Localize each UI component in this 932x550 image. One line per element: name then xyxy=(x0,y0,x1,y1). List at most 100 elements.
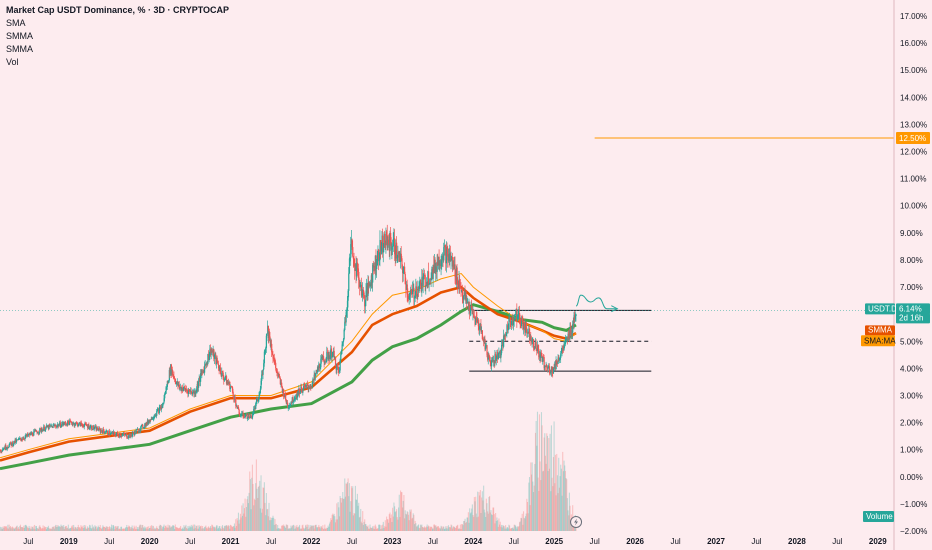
indicator-smma-1[interactable]: SMMA xyxy=(6,31,33,41)
candle-body xyxy=(469,305,471,313)
candle-body xyxy=(342,342,344,345)
candle-body xyxy=(415,286,417,297)
candle-body xyxy=(422,276,424,286)
volume-bar xyxy=(161,528,163,531)
candle-body xyxy=(419,280,422,285)
volume-bar xyxy=(39,525,41,531)
volume-bar xyxy=(487,511,489,531)
volume-bar xyxy=(459,528,461,531)
candle-body xyxy=(290,402,292,405)
volume-bar xyxy=(491,514,493,531)
volume-bar xyxy=(79,527,81,531)
volume-bar xyxy=(309,528,311,531)
volume-bar xyxy=(92,527,94,531)
candle-body xyxy=(364,300,367,307)
volume-bar xyxy=(27,528,30,531)
volume-bar xyxy=(303,527,305,531)
volume-bar xyxy=(316,527,318,531)
volume-bar xyxy=(33,528,35,531)
candle-body xyxy=(411,291,413,295)
candle-body xyxy=(176,382,178,385)
time-axis[interactable]: Jul 2019 Jul 2020 Jul 2021 Jul 2022 Jul 2023 Jul 20… xyxy=(23,537,887,546)
candle-body xyxy=(80,422,82,427)
volume-bar xyxy=(53,526,55,531)
candle-body xyxy=(118,435,120,437)
volume-bar xyxy=(438,528,440,531)
volume-bar xyxy=(336,503,338,531)
candle-body xyxy=(148,421,150,424)
volume-bar xyxy=(562,471,564,531)
candle-body xyxy=(150,417,153,421)
candle-body xyxy=(247,414,250,419)
volume-bar xyxy=(299,528,301,531)
candle-body xyxy=(5,448,8,450)
candle-body xyxy=(71,421,73,424)
indicator-sma[interactable]: SMA xyxy=(6,18,26,28)
indicator-volume[interactable]: Vol xyxy=(6,57,19,67)
candle-body xyxy=(439,264,441,266)
volume-tag-bg xyxy=(863,511,894,522)
volume-bar xyxy=(541,425,543,531)
volume-bar xyxy=(198,525,200,531)
candle-body xyxy=(32,435,34,437)
volume-bar xyxy=(492,507,494,531)
candle-body xyxy=(410,289,412,295)
volume-bar xyxy=(516,526,519,531)
volume-bar xyxy=(45,526,47,531)
volume-bar xyxy=(393,502,395,531)
price-axis[interactable]: 17.00%16.00%15.00%14.00%13.00%12.00%11.0… xyxy=(900,12,927,536)
volume-bar xyxy=(441,528,444,531)
y-tick-label: 10.00% xyxy=(900,202,927,211)
volume-bar xyxy=(93,528,95,531)
volume-bar xyxy=(135,525,137,531)
volume-bar xyxy=(507,528,509,531)
candle-body xyxy=(472,313,474,315)
indicator-smma-2[interactable]: SMMA xyxy=(6,44,33,54)
candle-body xyxy=(574,316,577,320)
volume-bar xyxy=(67,527,69,531)
volume-bar xyxy=(344,478,346,531)
candle-body xyxy=(317,366,319,369)
volume-bar xyxy=(330,518,332,531)
volume-bar xyxy=(383,528,385,531)
candle-body xyxy=(281,386,283,393)
candle-body xyxy=(75,422,77,425)
volume-bar xyxy=(508,524,510,531)
volume-bar xyxy=(43,526,45,531)
symbol-title[interactable]: Market Cap USDT Dominance, % · 3D · CRYP… xyxy=(6,5,230,15)
volume-bar xyxy=(265,493,267,531)
candle-body xyxy=(461,290,463,292)
candle-body xyxy=(132,432,135,434)
volume-bar xyxy=(215,526,217,531)
candle-body xyxy=(419,280,421,286)
volume-bar xyxy=(328,523,331,531)
volume-bar xyxy=(277,525,279,531)
candle-body xyxy=(247,418,249,419)
volume-bar xyxy=(453,526,455,531)
volume-bar xyxy=(364,519,366,531)
candle-body xyxy=(328,355,331,360)
candle-body xyxy=(18,438,20,440)
volume-bar xyxy=(431,526,433,531)
volume-bar xyxy=(375,526,377,531)
volume-bar xyxy=(242,503,244,531)
volume-bar xyxy=(32,526,34,531)
volume-bar xyxy=(557,493,559,531)
candle-body xyxy=(237,406,239,409)
candle-body xyxy=(11,442,14,446)
volume-bar xyxy=(322,529,325,531)
volume-bar xyxy=(350,501,352,531)
volume-bar xyxy=(69,528,71,531)
volume-bar xyxy=(368,528,370,531)
volume-bar xyxy=(205,525,207,531)
candle-body xyxy=(334,357,337,367)
volume-bar xyxy=(224,525,226,531)
candle-body xyxy=(208,356,210,360)
candle-body xyxy=(124,434,126,436)
candle-body xyxy=(338,370,340,372)
candle-body xyxy=(25,434,27,437)
volume-bar xyxy=(552,457,554,531)
volume-bar xyxy=(238,523,240,531)
candle-body xyxy=(40,428,42,432)
